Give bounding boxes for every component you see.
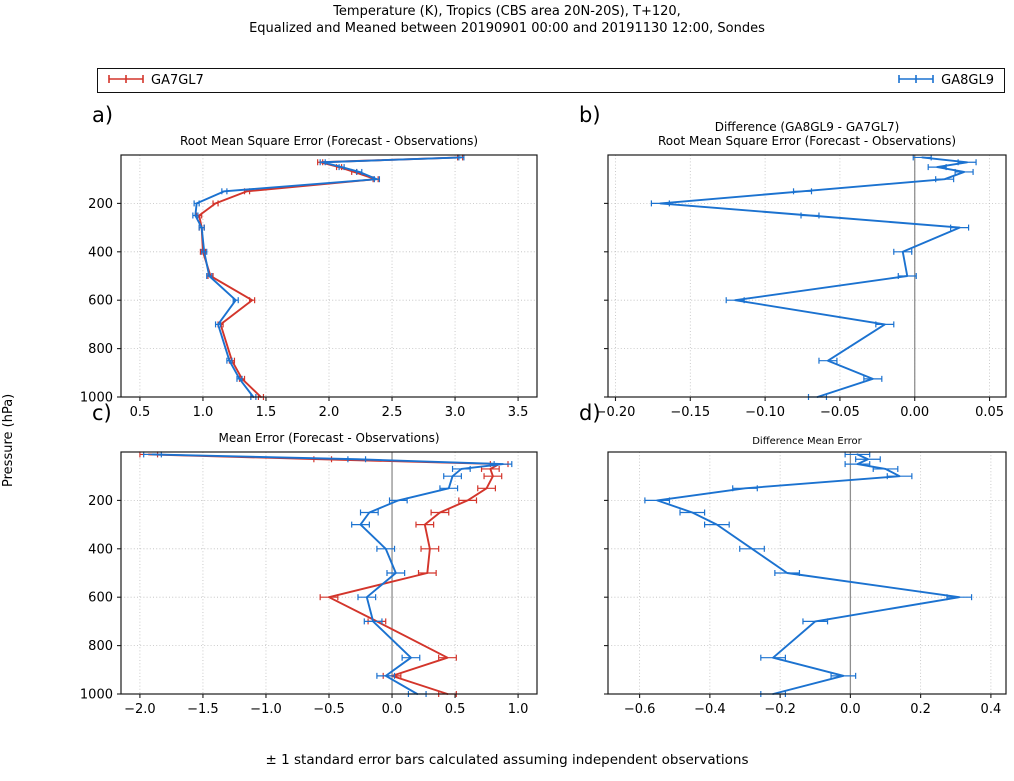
- x-tick-label: −2.0: [124, 702, 156, 717]
- panel-c-plot: −2.0 −1.5 −1.0 −0.5 0.0 0.5 1.0 200 400 600 800 100…: [80, 451, 538, 717]
- legend-label-ga7gl7: GA7GL7: [151, 73, 204, 88]
- y-tick-label: 400: [88, 542, 113, 557]
- x-tick-label: 0.5: [445, 702, 466, 717]
- panel-c-title: Mean Error (Forecast - Observations): [218, 431, 440, 445]
- x-tick-label: −1.0: [250, 702, 282, 717]
- figure-title-line2: Equalized and Meaned between 20190901 00…: [249, 21, 765, 36]
- legend-entry-ga7gl7: GA7GL7: [108, 73, 204, 89]
- legend: GA7GL7 GA8GL9: [97, 68, 1005, 93]
- x-tick-label: 0.0: [840, 702, 861, 717]
- panel-c-label: c): [92, 401, 112, 425]
- y-tick-label: 800: [88, 342, 113, 357]
- x-tick-label: 3.0: [445, 405, 466, 420]
- panel-d-plot: −0.6 −0.4 −0.2 0.0 0.2 0.4: [604, 451, 1007, 717]
- y-tick-label: 800: [88, 639, 113, 654]
- series-line: [147, 453, 501, 695]
- plot-border: [607, 451, 1007, 695]
- panel-a-label: a): [92, 103, 114, 127]
- x-tick-label: 1.0: [508, 702, 529, 717]
- x-tick-label: 0.0: [382, 702, 403, 717]
- x-tick-label: −0.5: [313, 702, 345, 717]
- x-tick-label: 1.5: [256, 405, 277, 420]
- x-tick-label: 0.2: [910, 702, 931, 717]
- panel-a-title: Root Mean Square Error (Forecast - Obser…: [179, 134, 479, 148]
- x-tick-label: −0.10: [745, 405, 785, 420]
- series-line: [194, 156, 463, 398]
- figure-caption: ± 1 standard error bars calculated assum…: [265, 752, 749, 768]
- x-tick-label: −0.6: [624, 702, 656, 717]
- y-axis-label: Pressure (hPa): [1, 393, 16, 487]
- series-line: [198, 156, 462, 398]
- x-tick-label: −0.05: [820, 405, 860, 420]
- figure-title-line1: Temperature (K), Tropics (CBS area 20N-2…: [333, 4, 681, 19]
- x-tick-label: 0.00: [900, 405, 929, 420]
- errorbar-line-icon: [108, 73, 144, 89]
- panel-b-plot: −0.20 −0.15 −0.10 −0.05 0.00 0.05: [596, 154, 1007, 420]
- panel-b-title-line1: Difference (GA8GL9 - GA7GL7): [714, 120, 900, 134]
- legend-label-ga8gl9: GA8GL9: [941, 73, 994, 88]
- panel-a-plot: 0.5 1.0 1.5 2.0 2.5 3.0 3.5 200 400 600 800 1000: [80, 154, 538, 420]
- x-tick-label: 2.5: [382, 405, 403, 420]
- y-tick-label: 600: [88, 591, 113, 606]
- panel-b-title-line2: Root Mean Square Error (Forecast - Obser…: [657, 134, 957, 148]
- series-line: [151, 453, 504, 695]
- x-tick-label: 0.5: [130, 405, 151, 420]
- series-line: [656, 453, 961, 695]
- y-tick-label: 1000: [80, 688, 113, 703]
- figure-title: Temperature (K), Tropics (CBS area 20N-2…: [0, 3, 1014, 37]
- x-tick-label: −0.2: [764, 702, 796, 717]
- x-tick-label: 0.4: [981, 702, 1002, 717]
- panel-d-label: d): [579, 401, 601, 425]
- x-tick-label: −1.5: [187, 702, 219, 717]
- x-tick-label: 1.0: [193, 405, 214, 420]
- y-tick-label: 200: [88, 494, 113, 509]
- x-tick-label: −0.4: [694, 702, 726, 717]
- errorbar-line-icon: [898, 73, 934, 89]
- plot-border: [607, 154, 1007, 398]
- legend-entry-ga8gl9: GA8GL9: [898, 73, 994, 89]
- x-tick-label: −0.15: [670, 405, 710, 420]
- panel-d-title: Difference Mean Error: [752, 436, 862, 447]
- panel-b-label: b): [579, 103, 601, 127]
- x-tick-label: 0.05: [975, 405, 1004, 420]
- y-tick-label: 400: [88, 245, 113, 260]
- y-tick-label: 600: [88, 294, 113, 309]
- y-tick-label: 200: [88, 197, 113, 212]
- y-tick-label: 1000: [80, 391, 113, 406]
- series-line: [659, 156, 969, 398]
- x-tick-label: 2.0: [319, 405, 340, 420]
- x-tick-label: −0.20: [596, 405, 636, 420]
- x-tick-label: 3.5: [508, 405, 529, 420]
